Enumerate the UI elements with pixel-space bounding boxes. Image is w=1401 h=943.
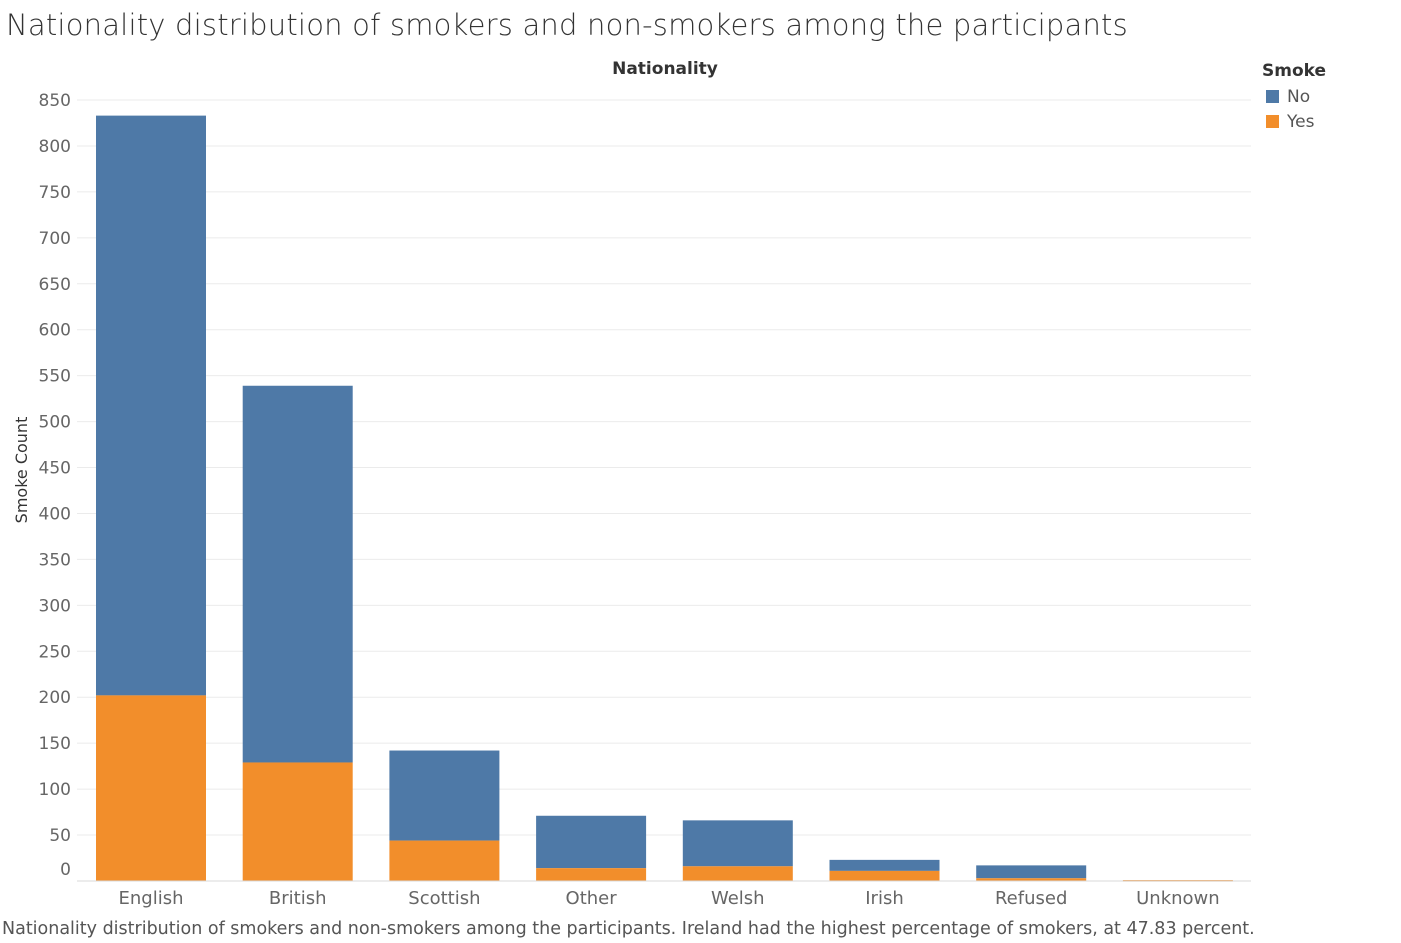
y-tick-label: 250 xyxy=(39,642,71,662)
bar-yes-refused[interactable] xyxy=(976,878,1087,881)
y-axis-title: Smoke Count xyxy=(12,417,31,524)
y-tick-label: 300 xyxy=(39,596,71,616)
y-tick-label: 700 xyxy=(39,229,71,249)
y-tick-label: 400 xyxy=(39,504,71,524)
y-tick-label: 350 xyxy=(39,550,71,570)
x-tick-label-welsh: Welsh xyxy=(711,888,765,909)
bar-no-refused[interactable] xyxy=(976,865,1087,879)
legend-item-yes[interactable]: Yes xyxy=(1262,109,1326,134)
x-tick-label-irish: Irish xyxy=(865,888,904,909)
legend-label-no: No xyxy=(1287,86,1311,107)
y-tick-label: 550 xyxy=(39,367,71,387)
bar-yes-scottish[interactable] xyxy=(389,840,500,881)
y-tick-label: 100 xyxy=(39,780,71,800)
y-tick-label: 0 xyxy=(60,860,71,880)
legend-label-yes: Yes xyxy=(1287,111,1315,132)
y-tick-label: 150 xyxy=(39,734,71,754)
x-tick-label-refused: Refused xyxy=(995,888,1067,909)
legend-swatch-no xyxy=(1266,90,1279,103)
y-axis-ticks: 0 50 100 150 200 250 300 350 400 450 500 550 600 650 7… xyxy=(39,91,71,880)
y-tick-label: 800 xyxy=(39,137,71,157)
bar-yes-irish[interactable] xyxy=(829,870,940,881)
x-tick-label-english: English xyxy=(119,888,184,909)
x-tick-label-unknown: Unknown xyxy=(1136,888,1220,909)
chart-title: Nationality distribution of smokers and … xyxy=(6,8,1128,42)
bar-yes-welsh[interactable] xyxy=(682,866,793,881)
y-tick-label: 50 xyxy=(49,826,71,846)
x-tick-label-scottish: Scottish xyxy=(408,888,480,909)
bar-no-scottish[interactable] xyxy=(389,750,500,841)
y-tick-label: 450 xyxy=(39,459,71,479)
y-tick-label: 650 xyxy=(39,275,71,295)
bars xyxy=(96,115,1233,882)
y-tick-label: 600 xyxy=(39,321,71,341)
x-axis-ticks: English British Scottish Other Welsh Irish Ref… xyxy=(119,888,1220,909)
x-axis-title: Nationality xyxy=(612,59,718,79)
bar-no-irish[interactable] xyxy=(829,859,940,871)
chart-caption: Nationality distribution of smokers and … xyxy=(2,919,1255,939)
y-tick-label: 200 xyxy=(39,688,71,708)
legend-title: Smoke xyxy=(1262,61,1327,81)
bar-no-welsh[interactable] xyxy=(682,820,793,867)
bar-no-english[interactable] xyxy=(96,115,206,696)
y-tick-label: 500 xyxy=(39,413,71,433)
x-tick-label-british: British xyxy=(269,888,327,909)
bar-no-other[interactable] xyxy=(536,815,647,869)
y-tick-label: 850 xyxy=(39,91,71,111)
legend-item-no[interactable]: No xyxy=(1262,84,1326,109)
bar-yes-other[interactable] xyxy=(536,868,647,881)
legend: Smoke No Yes xyxy=(1262,61,1326,134)
legend-swatch-yes xyxy=(1266,115,1279,128)
x-tick-label-other: Other xyxy=(566,888,618,909)
bar-no-british[interactable] xyxy=(242,385,353,763)
y-tick-label: 750 xyxy=(39,183,71,203)
bar-yes-british[interactable] xyxy=(242,762,353,881)
bar-yes-english[interactable] xyxy=(96,695,206,881)
